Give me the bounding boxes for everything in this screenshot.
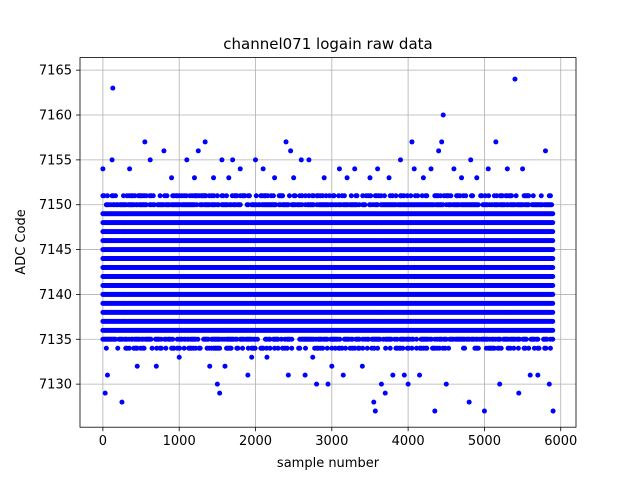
- data-point: [158, 345, 164, 351]
- data-point: [424, 345, 430, 351]
- data-point: [446, 345, 452, 351]
- data-point: [193, 345, 199, 351]
- data-point: [360, 345, 366, 351]
- data-point: [302, 345, 308, 351]
- data-point: [240, 345, 246, 351]
- data-point: [181, 345, 187, 351]
- data-point: [415, 193, 421, 199]
- data-point: [286, 193, 292, 199]
- data-point: [143, 193, 149, 199]
- data-point: [324, 345, 330, 351]
- data-point: [252, 345, 258, 351]
- data-point: [197, 345, 203, 351]
- data-point: [383, 345, 389, 351]
- data-point: [134, 345, 140, 351]
- data-point: [409, 345, 415, 351]
- data-point: [148, 336, 154, 342]
- data-point: [150, 193, 156, 199]
- data-point: [368, 193, 374, 199]
- data-point: [217, 345, 223, 351]
- data-point: [104, 193, 110, 199]
- data-point: [400, 345, 406, 351]
- data-point: [237, 202, 243, 208]
- data-point: [393, 193, 399, 199]
- data-point: [289, 336, 295, 342]
- dense-points-band: [100, 193, 556, 351]
- data-point: [424, 193, 430, 199]
- data-point: [381, 193, 387, 199]
- data-point: [320, 345, 326, 351]
- data-point: [132, 193, 138, 199]
- data-point: [337, 336, 343, 342]
- data-point: [171, 345, 177, 351]
- data-point: [149, 345, 155, 351]
- data-point: [375, 345, 381, 351]
- data-point: [112, 336, 118, 342]
- data-point: [270, 193, 276, 199]
- data-point: [280, 193, 286, 199]
- data-point: [284, 345, 290, 351]
- data-point: [235, 345, 241, 351]
- data-point: [254, 336, 260, 342]
- data-point: [103, 345, 109, 351]
- data-point: [101, 193, 107, 199]
- data-point: [246, 193, 252, 199]
- data-point: [348, 193, 354, 199]
- data-point: [331, 193, 337, 199]
- data-point: [163, 345, 169, 351]
- data-point: [157, 193, 163, 199]
- data-point: [183, 193, 189, 199]
- data-point: [164, 193, 170, 199]
- data-point: [154, 345, 160, 351]
- data-point: [387, 345, 393, 351]
- data-point: [275, 345, 281, 351]
- data-point: [364, 345, 370, 351]
- data-point: [448, 193, 454, 199]
- data-point: [341, 193, 347, 199]
- data-point: [158, 336, 164, 342]
- data-point: [362, 202, 368, 208]
- data-point: [292, 193, 298, 199]
- data-point: [214, 193, 220, 199]
- data-point: [224, 193, 230, 199]
- data-point: [177, 345, 183, 351]
- data-point: [408, 193, 414, 199]
- data-point: [253, 193, 259, 199]
- data-point: [115, 345, 121, 351]
- data-point: [120, 193, 126, 199]
- data-point: [228, 345, 234, 351]
- data-point: [354, 193, 360, 199]
- data-point: [141, 345, 147, 351]
- data-point: [343, 345, 349, 351]
- data-point: [195, 336, 201, 342]
- data-point: [143, 202, 149, 208]
- data-point: [151, 202, 157, 208]
- data-point: [267, 345, 273, 351]
- data-point: [297, 345, 303, 351]
- data-point: [414, 336, 420, 342]
- data-point: [289, 345, 295, 351]
- data-point: [126, 345, 132, 351]
- data-point: [194, 202, 200, 208]
- data-point: [112, 193, 118, 199]
- data-point: [170, 336, 176, 342]
